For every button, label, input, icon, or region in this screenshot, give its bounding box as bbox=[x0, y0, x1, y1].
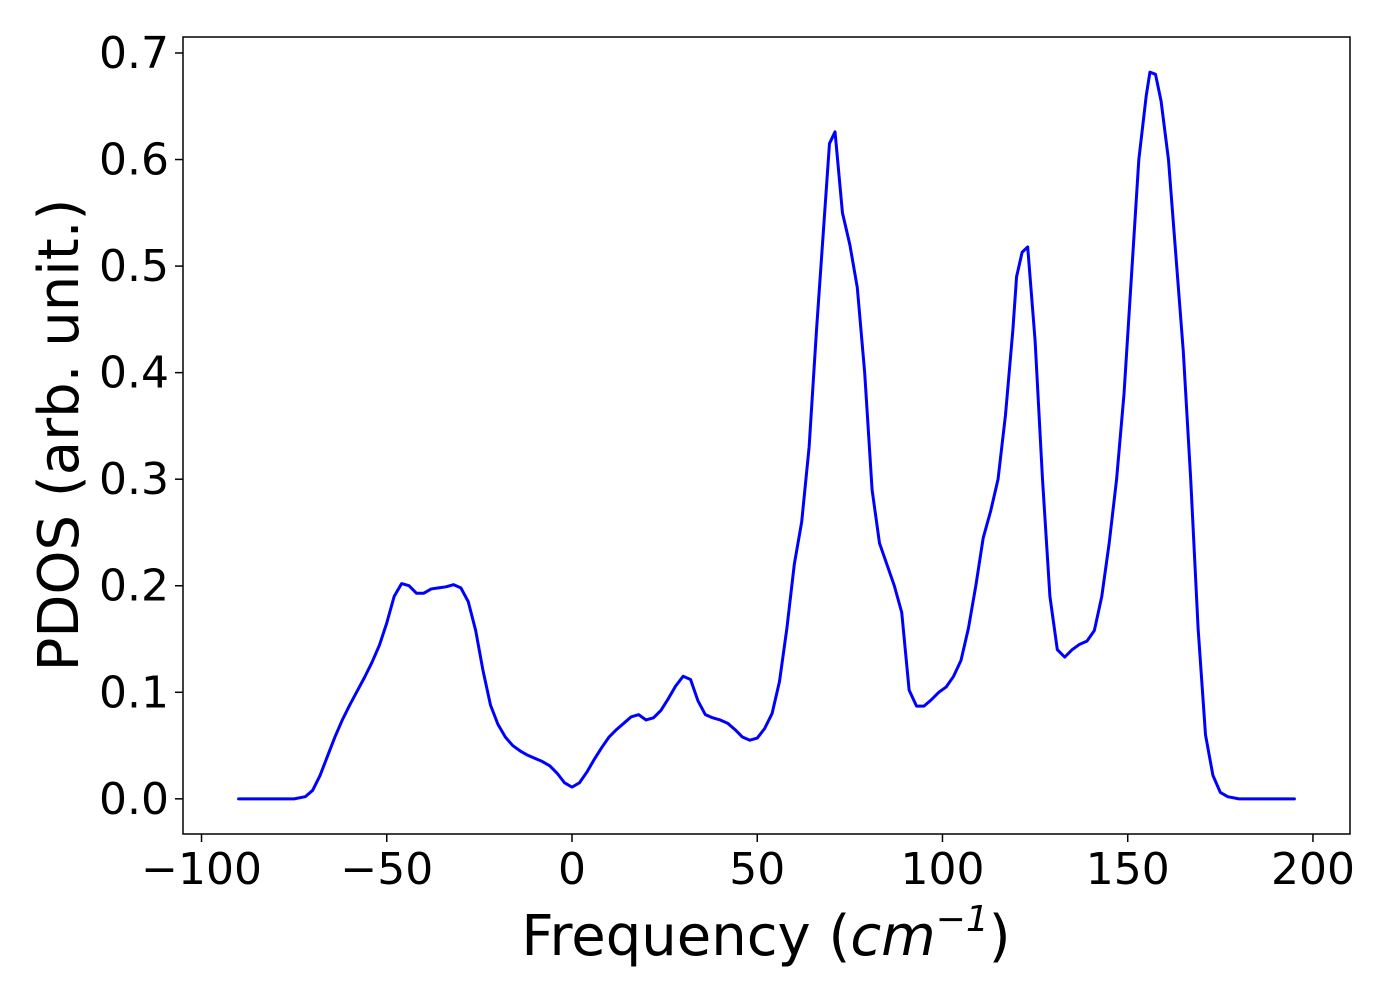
y-axis-ticks: 0.0 0.1 0.2 0.3 0.4 0.5 0.6 0.7 bbox=[99, 28, 183, 825]
pdos-series-line bbox=[237, 70, 1296, 801]
series-group bbox=[237, 70, 1296, 801]
y-axis-label: PDOS (arb. unit.) bbox=[27, 199, 92, 672]
y-tick-label: 0.2 bbox=[99, 561, 169, 612]
x-axis-label: Frequency (cm−1) bbox=[521, 899, 1010, 969]
y-tick-label: 0.3 bbox=[99, 454, 169, 505]
plot-frame bbox=[182, 36, 1351, 835]
x-tick-label: −100 bbox=[141, 844, 262, 895]
x-tick-label: 50 bbox=[729, 844, 785, 895]
x-tick-label: 200 bbox=[1271, 844, 1355, 895]
y-tick-label: 0.1 bbox=[99, 667, 169, 718]
y-tick-label: 0.6 bbox=[99, 135, 169, 186]
x-tick-label: 0 bbox=[558, 844, 586, 895]
y-tick-label: 0.7 bbox=[99, 28, 169, 79]
y-tick-label: 0.4 bbox=[99, 348, 169, 399]
y-tick-label: 0.5 bbox=[99, 241, 169, 292]
x-tick-label: −50 bbox=[340, 844, 433, 895]
x-axis-label-unit: cm bbox=[850, 904, 935, 969]
y-tick-label: 0.0 bbox=[99, 774, 169, 825]
x-tick-label: 100 bbox=[900, 844, 984, 895]
x-axis-ticks: −100 −50 0 50 100 150 200 bbox=[141, 834, 1355, 895]
x-tick-label: 150 bbox=[1086, 844, 1170, 895]
x-axis-label-exponent: −1 bbox=[936, 899, 989, 940]
x-axis-label-text: Frequency bbox=[521, 904, 810, 969]
